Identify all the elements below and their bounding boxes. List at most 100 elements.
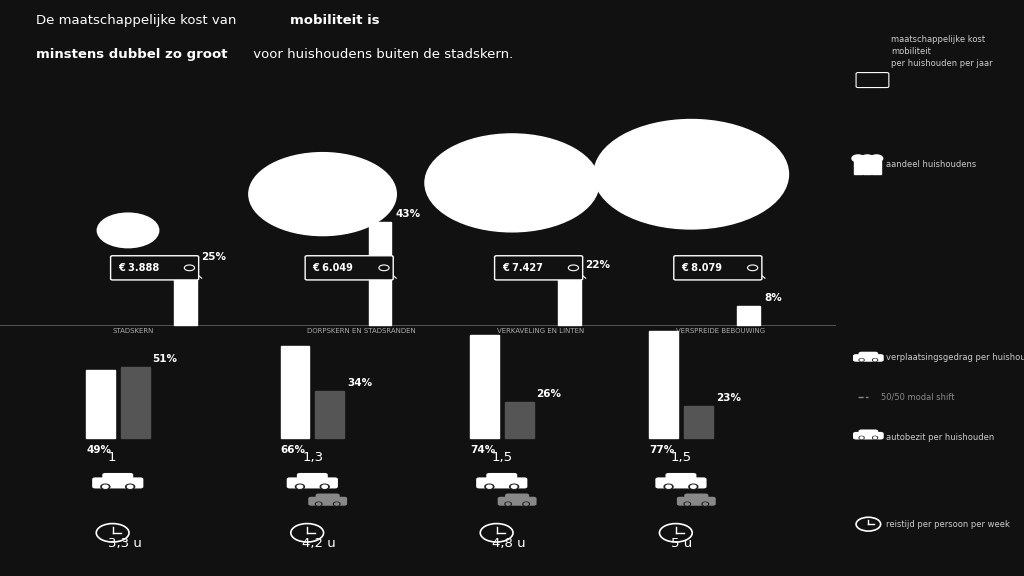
Text: VERSPREIDE BEBOUWING: VERSPREIDE BEBOUWING: [676, 328, 765, 334]
FancyBboxPatch shape: [486, 473, 517, 482]
Text: 34%: 34%: [347, 378, 373, 388]
FancyBboxPatch shape: [684, 494, 709, 501]
Circle shape: [322, 485, 328, 488]
Text: mobiliteit is: mobiliteit is: [290, 14, 380, 28]
Circle shape: [127, 485, 133, 488]
Text: 4,2 u: 4,2 u: [302, 537, 336, 550]
Bar: [505, 402, 534, 438]
Circle shape: [870, 155, 883, 162]
Circle shape: [295, 484, 304, 489]
Circle shape: [184, 265, 195, 271]
Circle shape: [510, 484, 518, 489]
Text: 66%: 66%: [281, 445, 305, 454]
FancyBboxPatch shape: [853, 432, 884, 439]
FancyBboxPatch shape: [305, 256, 393, 280]
Text: verplaatsingsgedrag per huishouden: verplaatsingsgedrag per huishouden: [886, 353, 1024, 362]
Circle shape: [379, 265, 389, 271]
Text: 74%: 74%: [470, 445, 496, 454]
Circle shape: [690, 485, 696, 488]
Circle shape: [486, 485, 493, 488]
Circle shape: [861, 155, 873, 162]
Ellipse shape: [594, 120, 788, 229]
Text: DORPSKERN EN STADSRANDEN: DORPSKERN EN STADSRANDEN: [307, 328, 416, 334]
FancyBboxPatch shape: [297, 473, 328, 482]
Text: 1,3: 1,3: [302, 450, 324, 464]
Circle shape: [568, 265, 579, 271]
Circle shape: [297, 485, 303, 488]
Text: 49%: 49%: [86, 445, 111, 454]
Circle shape: [102, 485, 109, 488]
FancyBboxPatch shape: [476, 478, 527, 488]
Circle shape: [684, 502, 690, 506]
FancyBboxPatch shape: [858, 430, 879, 436]
Text: voor huishoudens buiten de stadskern.: voor huishoudens buiten de stadskern.: [249, 48, 513, 61]
FancyBboxPatch shape: [498, 497, 537, 506]
Bar: [854, 160, 862, 174]
Circle shape: [315, 502, 322, 506]
Circle shape: [860, 359, 863, 361]
Text: 23%: 23%: [716, 393, 740, 403]
Text: 51%: 51%: [153, 354, 177, 364]
Bar: [558, 272, 581, 325]
Circle shape: [666, 485, 672, 488]
FancyBboxPatch shape: [677, 497, 716, 506]
Circle shape: [506, 503, 510, 505]
Bar: [470, 335, 499, 438]
FancyBboxPatch shape: [666, 473, 696, 482]
Circle shape: [321, 484, 330, 489]
Text: aandeel huishoudens: aandeel huishoudens: [886, 160, 976, 169]
Text: VERKAVELING EN LINTEN: VERKAVELING EN LINTEN: [497, 328, 584, 334]
Circle shape: [703, 503, 708, 505]
Bar: [86, 370, 115, 438]
Circle shape: [748, 265, 758, 271]
Text: reistijd per persoon per week: reistijd per persoon per week: [886, 520, 1010, 529]
Text: 1,5: 1,5: [671, 450, 692, 464]
Text: 25%: 25%: [201, 252, 225, 262]
Text: 1: 1: [108, 450, 116, 464]
Ellipse shape: [249, 153, 396, 236]
Circle shape: [334, 502, 340, 506]
Text: STADSKERN: STADSKERN: [113, 328, 154, 334]
Text: De maatschappelijke kost van: De maatschappelijke kost van: [36, 14, 241, 28]
Text: 1,5: 1,5: [492, 450, 513, 464]
Ellipse shape: [97, 213, 159, 248]
Bar: [369, 222, 391, 325]
Text: 4,8 u: 4,8 u: [492, 537, 525, 550]
Text: minstens dubbel zo groot: minstens dubbel zo groot: [36, 48, 227, 61]
Bar: [872, 160, 881, 174]
Bar: [315, 391, 344, 438]
Text: 43%: 43%: [395, 209, 421, 219]
FancyBboxPatch shape: [287, 478, 338, 488]
Bar: [649, 331, 678, 438]
Bar: [281, 346, 309, 438]
Text: € 8.079: € 8.079: [681, 263, 722, 273]
Circle shape: [852, 155, 864, 162]
FancyBboxPatch shape: [102, 473, 133, 482]
Circle shape: [523, 502, 529, 506]
Text: 26%: 26%: [537, 389, 561, 399]
FancyBboxPatch shape: [495, 256, 583, 280]
Circle shape: [335, 503, 339, 505]
Circle shape: [511, 485, 517, 488]
Circle shape: [702, 502, 709, 506]
Text: 22%: 22%: [585, 260, 609, 270]
Circle shape: [100, 484, 110, 489]
Text: € 6.049: € 6.049: [312, 263, 353, 273]
Circle shape: [872, 359, 878, 361]
FancyBboxPatch shape: [858, 352, 879, 358]
Text: autobezit per huishouden: autobezit per huishouden: [886, 433, 994, 442]
FancyBboxPatch shape: [655, 478, 707, 488]
Text: 8%: 8%: [764, 293, 781, 304]
Circle shape: [524, 503, 528, 505]
Bar: [121, 367, 150, 438]
Circle shape: [859, 359, 864, 361]
Text: € 7.427: € 7.427: [502, 263, 543, 273]
FancyBboxPatch shape: [111, 256, 199, 280]
FancyBboxPatch shape: [315, 494, 340, 501]
Text: maatschappelijke kost
mobiliteit
per huishouden per jaar: maatschappelijke kost mobiliteit per hui…: [891, 35, 992, 68]
Circle shape: [873, 437, 877, 438]
FancyBboxPatch shape: [308, 497, 347, 506]
Text: 3,3 u: 3,3 u: [108, 537, 141, 550]
FancyBboxPatch shape: [92, 478, 143, 488]
Circle shape: [685, 503, 689, 505]
